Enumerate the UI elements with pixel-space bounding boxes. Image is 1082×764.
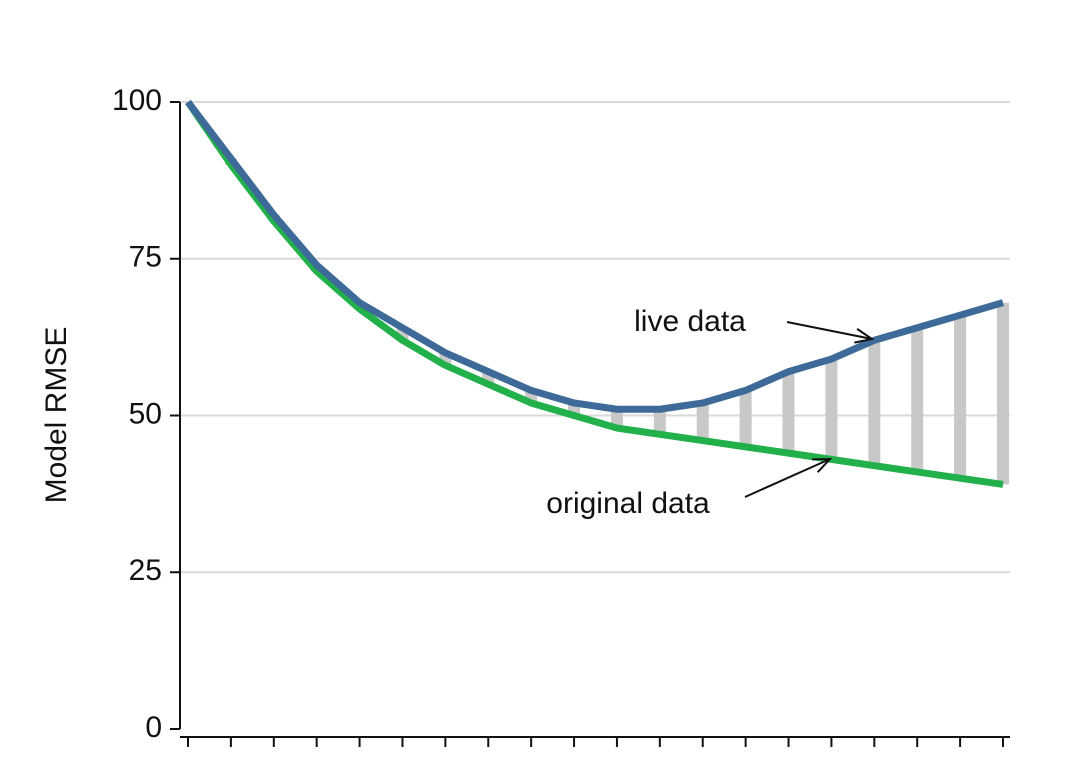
gap-bar — [825, 359, 838, 460]
y-tick-label: 50 — [129, 397, 162, 430]
annotation: live data — [634, 305, 746, 338]
y-tick-label: 25 — [129, 554, 162, 587]
annotation: original data — [546, 487, 710, 520]
gap-bar — [610, 409, 623, 429]
gap-bar — [997, 302, 1009, 485]
gap-bar — [653, 409, 666, 435]
y-tick-label: 75 — [129, 241, 162, 274]
series-line — [185, 99, 1004, 413]
gap-bar — [739, 390, 752, 447]
gap-bar — [782, 371, 795, 454]
gap-bar — [954, 315, 967, 479]
annotation-arrowhead — [811, 457, 833, 473]
y-axis-label: Model RMSE — [40, 327, 73, 504]
y-tick-label: 100 — [112, 84, 162, 117]
gap-bar — [911, 327, 924, 472]
annotation-arrowhead — [854, 328, 875, 344]
annotation-arrow — [786, 321, 873, 340]
y-tick-label: 0 — [145, 711, 162, 744]
annotation-arrow — [744, 458, 831, 498]
gap-bar — [696, 402, 709, 441]
gap-bar — [868, 340, 881, 466]
series-line — [185, 100, 1004, 488]
